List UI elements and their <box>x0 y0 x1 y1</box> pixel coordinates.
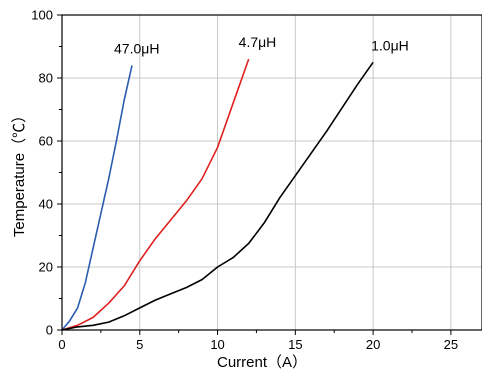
y-tick-label: 0 <box>46 323 53 338</box>
y-tick-label: 80 <box>39 71 53 86</box>
y-tick-label: 20 <box>39 260 53 275</box>
series-label: 47.0μH <box>114 40 159 56</box>
x-tick-label: 15 <box>288 337 302 352</box>
x-tick-label: 25 <box>444 337 458 352</box>
series-line <box>61 58 250 331</box>
x-tick-label: 20 <box>366 337 380 352</box>
x-tick-label: 10 <box>210 337 224 352</box>
tick-labels: 0 5 10 15 20 25 0 20 40 60 80 100 <box>31 8 458 353</box>
x-tick-label: 5 <box>136 337 143 352</box>
plot-frame <box>61 14 482 331</box>
series-lines <box>61 58 374 331</box>
series-label: 1.0μH <box>371 37 409 53</box>
x-axis-label: Current（A） <box>217 354 307 371</box>
grid <box>62 15 482 330</box>
axis-ticks <box>57 14 452 335</box>
y-tick-label: 100 <box>31 8 53 23</box>
series-labels: 47.0μH 4.7μH 1.0μH <box>114 34 409 56</box>
series-line <box>61 65 133 331</box>
x-tick-label: 0 <box>58 337 65 352</box>
series-label: 4.7μH <box>239 34 277 50</box>
y-axis-label: Temperature（℃） <box>11 108 28 237</box>
y-tick-label: 40 <box>39 197 53 212</box>
series-line <box>61 61 374 331</box>
y-tick-label: 60 <box>39 134 53 149</box>
